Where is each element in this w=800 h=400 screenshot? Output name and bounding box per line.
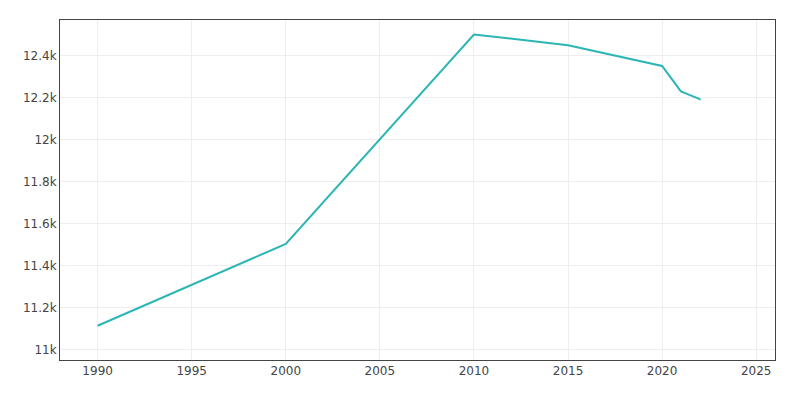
svg-text:2015: 2015 — [553, 364, 584, 378]
svg-text:12k: 12k — [34, 133, 56, 147]
svg-text:11.8k: 11.8k — [23, 175, 57, 189]
svg-text:12.4k: 12.4k — [23, 49, 57, 63]
svg-text:2005: 2005 — [365, 364, 396, 378]
svg-text:2025: 2025 — [741, 364, 772, 378]
svg-text:2000: 2000 — [271, 364, 302, 378]
svg-text:12.2k: 12.2k — [23, 91, 57, 105]
svg-text:11.2k: 11.2k — [23, 301, 57, 315]
svg-text:2020: 2020 — [647, 364, 678, 378]
svg-text:11.6k: 11.6k — [23, 217, 57, 231]
svg-text:11k: 11k — [34, 343, 56, 357]
svg-text:1995: 1995 — [176, 364, 207, 378]
svg-text:1990: 1990 — [82, 364, 113, 378]
svg-text:2010: 2010 — [459, 364, 490, 378]
svg-text:11.4k: 11.4k — [23, 259, 57, 273]
